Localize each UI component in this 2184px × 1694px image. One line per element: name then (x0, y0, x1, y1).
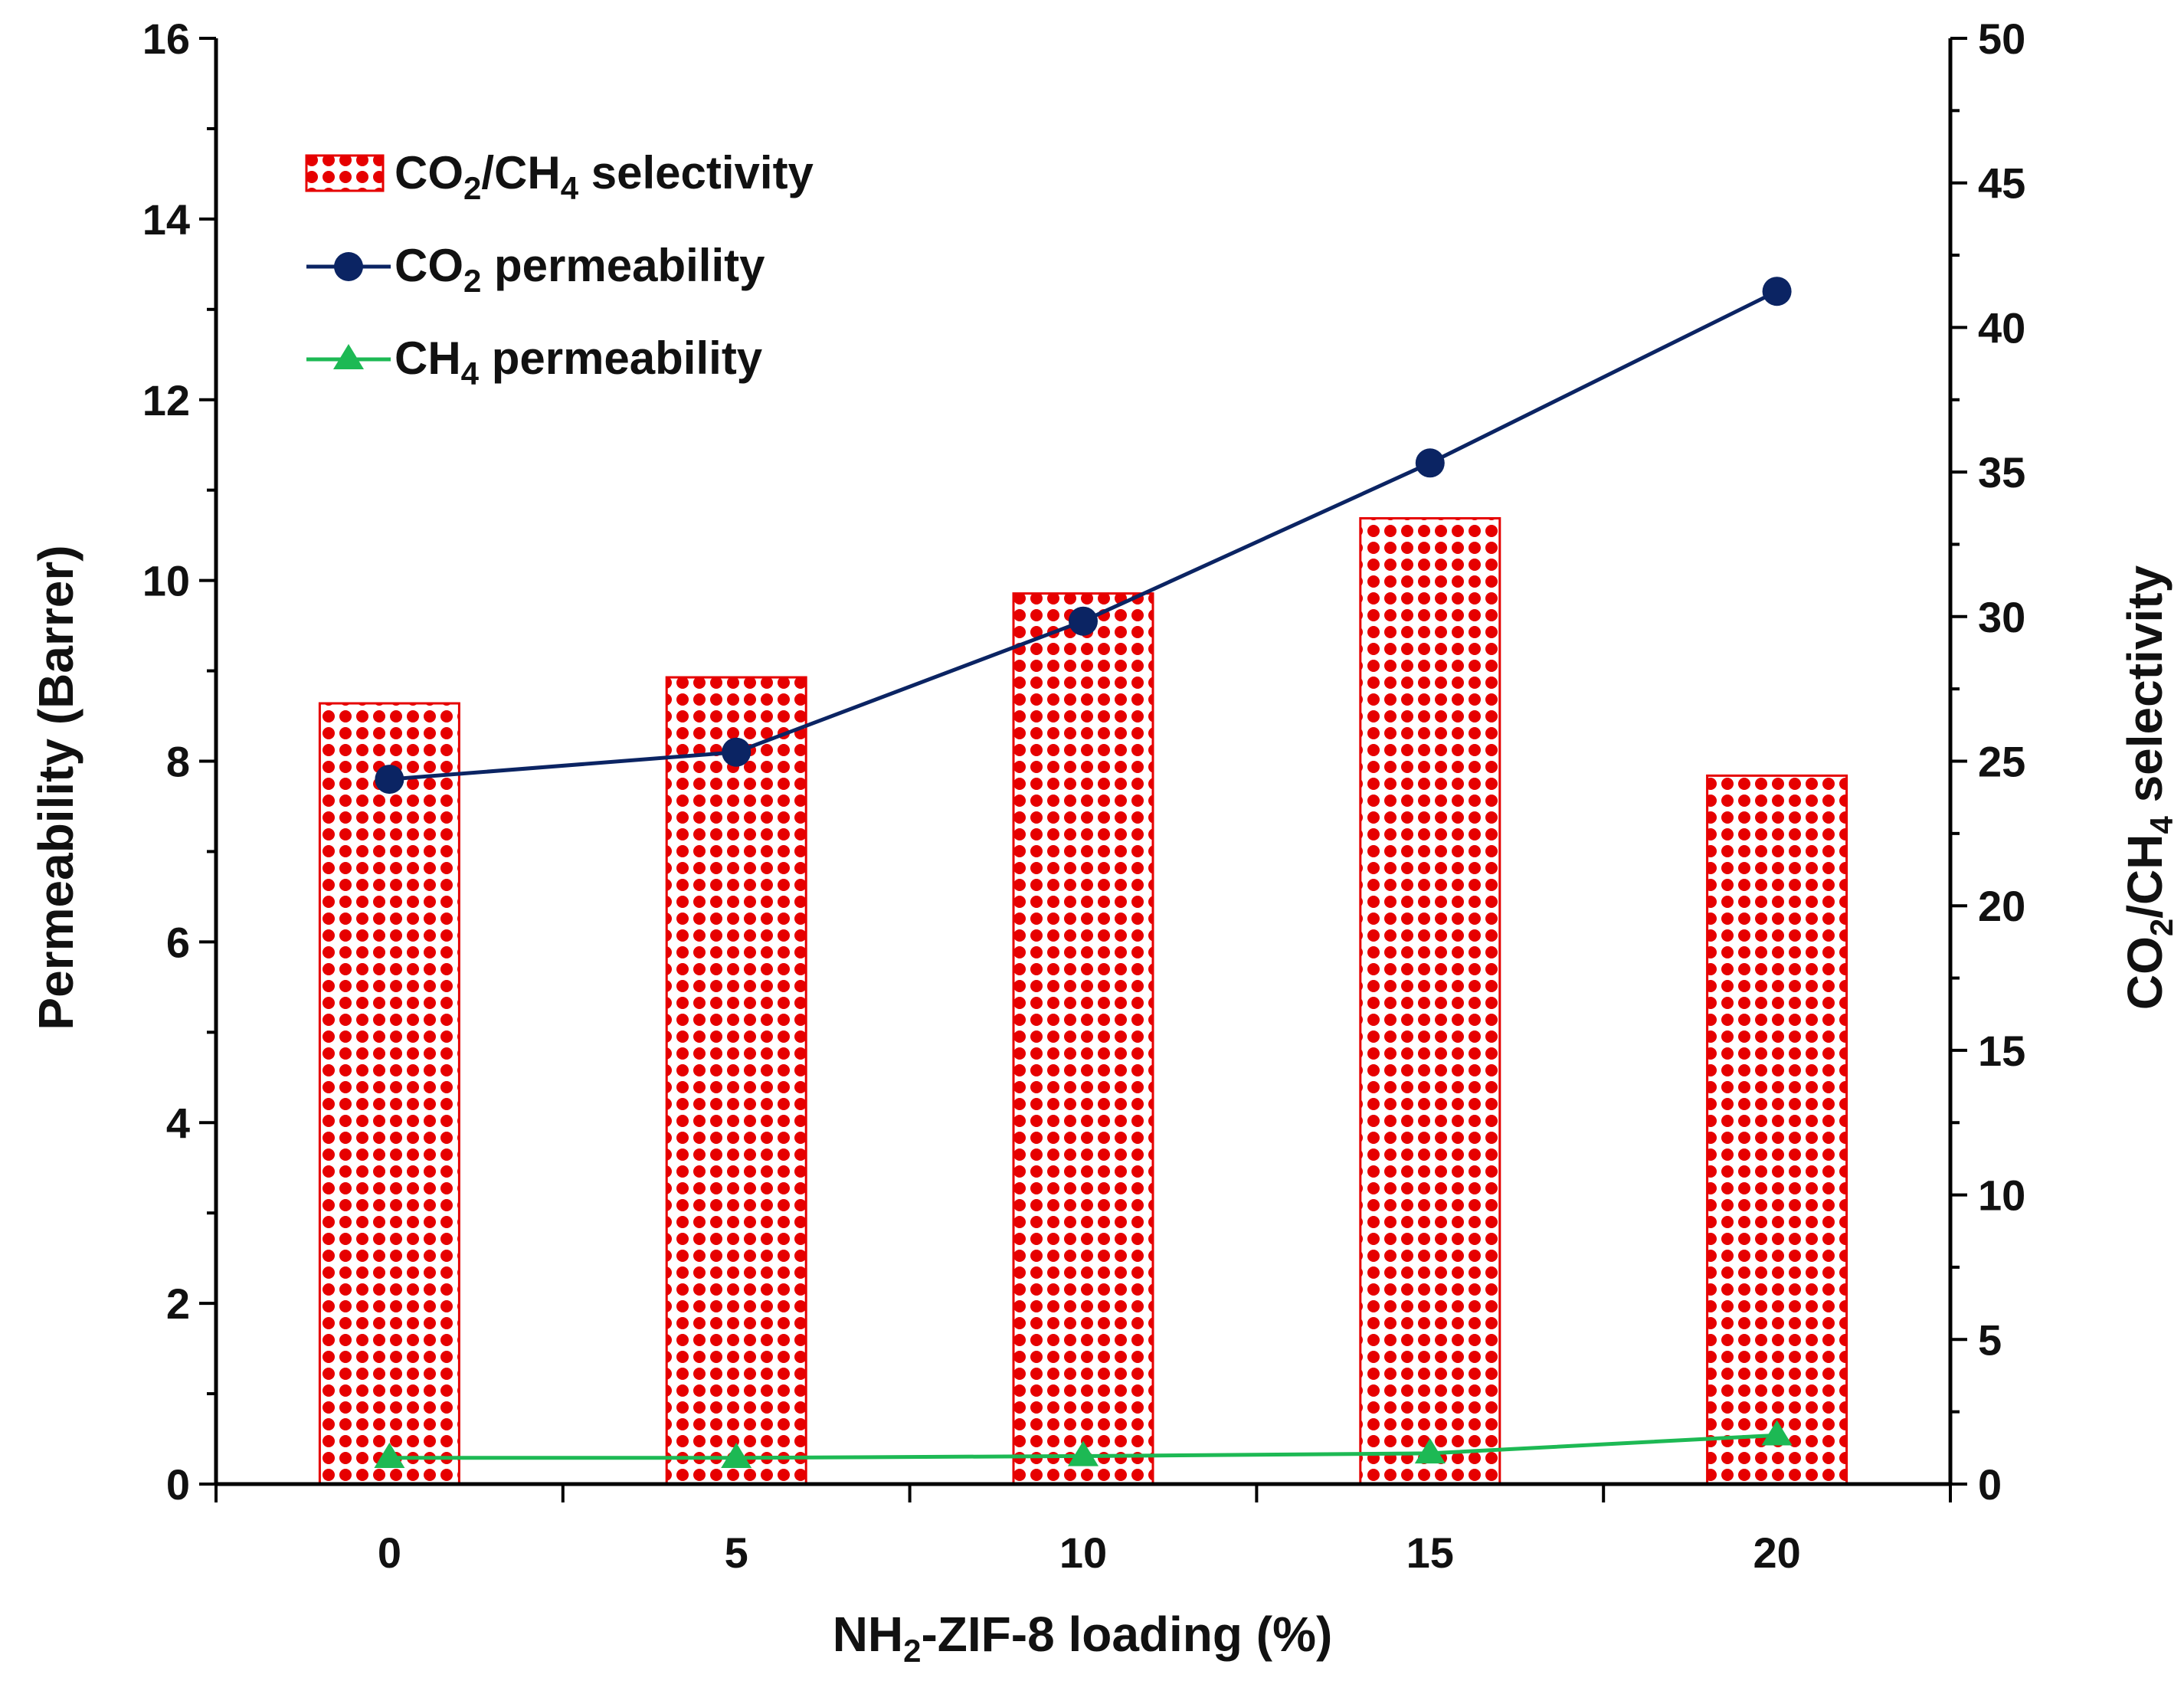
legend-swatch-selectivity (305, 154, 385, 192)
y-tick-label: 10 (142, 557, 190, 605)
y2-tick-label: 25 (1978, 738, 2025, 786)
y2-tick-label: 45 (1978, 159, 2025, 208)
y2-tick-label: 10 (1978, 1171, 2025, 1220)
x-tick-label: 15 (1406, 1529, 1454, 1577)
y2-tick-label: 15 (1978, 1027, 2025, 1075)
y2-axis-title: CO2/CH4 selectivity (2117, 565, 2179, 1010)
y2-tick-label: 30 (1978, 593, 2025, 641)
y-tick-label: 6 (166, 918, 190, 966)
selectivity-bars (318, 516, 1848, 1486)
y2-tick-label: 20 (1978, 882, 2025, 930)
permeability-lines (374, 277, 1793, 1468)
y-tick-label: 16 (142, 15, 190, 63)
x-tick-label: 10 (1059, 1529, 1107, 1577)
point-co2-15 (1415, 448, 1445, 478)
point-co2-20 (1762, 277, 1792, 306)
point-ch4-5 (721, 1442, 752, 1468)
legend: CO2/CH4 selectivity CO2 permeability CH4… (305, 147, 814, 392)
y-tick-label: 8 (166, 738, 190, 786)
point-ch4-0 (374, 1442, 405, 1468)
legend-marker-ch4 (333, 344, 364, 369)
y-tick-label: 2 (166, 1280, 190, 1328)
y2-tick-label: 50 (1978, 15, 2025, 63)
bar-selectivity-20 (1706, 774, 1848, 1486)
y-tick-label: 0 (166, 1460, 190, 1509)
y-tick-label: 4 (166, 1099, 190, 1147)
legend-label-selectivity: CO2/CH4 selectivity (395, 147, 814, 206)
point-ch4-15 (1414, 1438, 1446, 1464)
x-tick-label: 0 (378, 1529, 401, 1577)
y2-tick-label: 40 (1978, 303, 2025, 352)
bar-selectivity-10 (1012, 592, 1154, 1486)
x-axis-title: NH2-ZIF-8 loading (%) (833, 1607, 1333, 1669)
legend-label-ch4: CH4 permeability (395, 333, 763, 392)
y-axis-title: Permeability (Barrer) (28, 545, 83, 1030)
bar-selectivity-5 (665, 676, 807, 1486)
point-co2-10 (1069, 606, 1098, 636)
point-co2-0 (375, 765, 404, 795)
point-co2-5 (722, 737, 751, 767)
x-tick-label: 5 (725, 1529, 748, 1577)
bar-selectivity-0 (318, 702, 460, 1486)
y2-tick-label: 35 (1978, 448, 2025, 496)
axes: 0 2 4 6 8 10 12 14 16 0 5 10 15 20 25 30 35 40 45 50 0 5 10 15 2… (142, 15, 2026, 1577)
bar-selectivity-15 (1359, 516, 1501, 1486)
legend-label-co2: CO2 permeability (395, 240, 765, 299)
y-tick-label: 14 (142, 195, 190, 244)
y2-tick-label: 0 (1978, 1460, 2002, 1509)
x-tick-label: 20 (1753, 1529, 1800, 1577)
legend-marker-co2 (334, 252, 363, 281)
point-ch4-20 (1761, 1420, 1793, 1446)
y2-tick-label: 5 (1978, 1316, 2002, 1364)
point-ch4-10 (1068, 1440, 1099, 1466)
y-tick-label: 12 (142, 376, 190, 424)
